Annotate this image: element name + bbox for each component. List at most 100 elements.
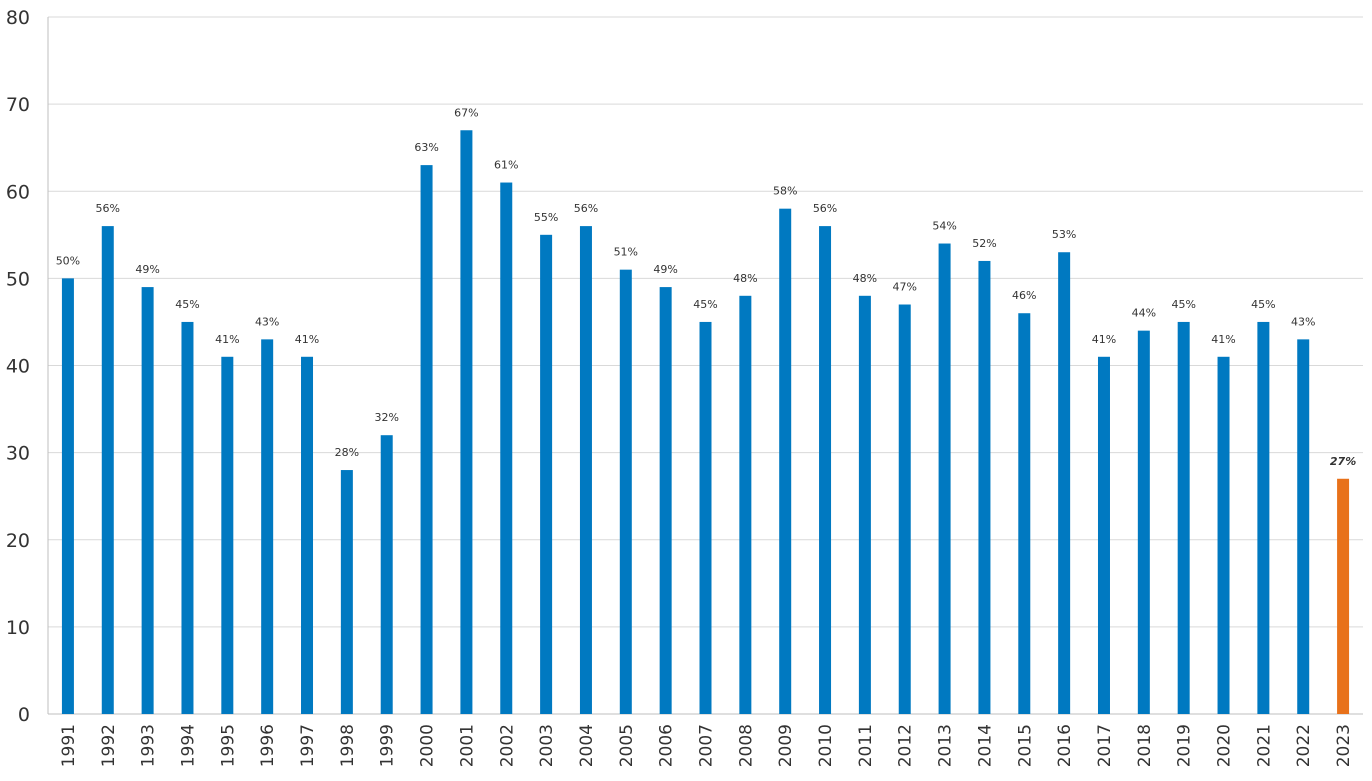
y-tick-label: 50 (6, 268, 30, 290)
x-tick-label-2022: 2022 (1294, 724, 1314, 767)
data-labels: 50% 56% 49% 45% 41% 43% 41% 28% 32% 63% 67% 61% 55% 5… (56, 106, 1357, 468)
x-tick-label-2001: 2001 (457, 724, 477, 767)
data-label-2002: 61% (494, 159, 518, 172)
bar-2012 (898, 304, 911, 714)
x-tick-label-1998: 1998 (338, 724, 358, 767)
data-label-2014: 52% (972, 237, 996, 250)
bar-2010 (819, 226, 832, 714)
data-label-2021: 45% (1251, 298, 1275, 311)
data-label-2005: 51% (614, 246, 638, 259)
y-tick-label: 0 (18, 704, 30, 726)
x-tick-label-1991: 1991 (59, 724, 79, 767)
x-tick-label-2004: 2004 (577, 724, 597, 767)
x-tick-label-1992: 1992 (99, 724, 119, 767)
data-label-2011: 48% (853, 272, 877, 285)
bar-1991 (61, 278, 74, 714)
y-tick-label: 40 (6, 356, 30, 378)
data-label-2018: 44% (1132, 307, 1156, 320)
bar-2001 (460, 130, 473, 714)
bar-2009 (779, 208, 792, 715)
y-tick-label: 70 (6, 94, 30, 116)
data-label-2015: 46% (1012, 289, 1036, 302)
bar-1997 (301, 356, 314, 714)
bar-2013 (938, 243, 951, 714)
x-tick-label-1993: 1993 (139, 724, 159, 767)
bar-2017 (1097, 356, 1110, 714)
bar-2015 (1018, 313, 1031, 714)
bar-2002 (500, 182, 513, 715)
x-tick-label-2014: 2014 (975, 724, 995, 767)
x-tick-label-2003: 2003 (537, 724, 557, 767)
bar-2023 (1337, 478, 1350, 714)
bar-1999 (380, 435, 393, 714)
x-tick-label-2012: 2012 (896, 724, 916, 767)
x-tick-label-2018: 2018 (1135, 724, 1155, 767)
data-label-2010: 56% (813, 202, 837, 215)
y-tick-label: 30 (6, 443, 30, 465)
data-label-1994: 45% (175, 298, 199, 311)
x-axis: 1991 1992 1993 1994 1995 1996 1997 1998 1999 2000… (59, 724, 1354, 767)
bars (61, 130, 1350, 715)
x-tick-label-2011: 2011 (856, 724, 876, 767)
data-label-2000: 63% (414, 141, 438, 154)
y-tick-label: 10 (6, 617, 30, 639)
bar-2005 (619, 269, 632, 714)
data-label-2020: 41% (1211, 333, 1235, 346)
data-label-2009: 58% (773, 185, 797, 198)
bar-2011 (858, 295, 871, 714)
data-label-2003: 55% (534, 211, 558, 224)
x-tick-label-2007: 2007 (697, 724, 717, 767)
bar-2018 (1137, 330, 1150, 714)
x-tick-label-2013: 2013 (936, 724, 956, 767)
bar-1992 (101, 226, 114, 714)
data-label-2019: 45% (1171, 298, 1195, 311)
bar-2007 (699, 321, 712, 714)
bar-2021 (1257, 321, 1270, 714)
bar-2000 (420, 165, 433, 715)
x-tick-label-2006: 2006 (657, 724, 677, 767)
data-label-1992: 56% (96, 202, 120, 215)
y-tick-label: 80 (6, 7, 30, 29)
y-tick-label: 60 (6, 181, 30, 203)
data-label-1995: 41% (215, 333, 239, 346)
data-label-1996: 43% (255, 315, 279, 328)
bar-1994 (181, 321, 194, 714)
x-tick-label-1994: 1994 (178, 724, 198, 767)
x-tick-label-2010: 2010 (816, 724, 836, 767)
y-axis: 0 10 20 30 40 50 60 70 80 (6, 7, 49, 726)
x-tick-label-2019: 2019 (1175, 724, 1195, 767)
bar-2016 (1058, 252, 1071, 715)
data-label-1997: 41% (295, 333, 319, 346)
x-tick-label-2023: 2023 (1334, 724, 1354, 767)
bar-2003 (540, 234, 553, 714)
y-tick-label: 20 (6, 530, 30, 552)
x-tick-label-1996: 1996 (258, 724, 278, 767)
data-label-2001: 67% (454, 106, 478, 119)
x-tick-label-2015: 2015 (1015, 724, 1035, 767)
x-tick-label-1997: 1997 (298, 724, 318, 767)
data-label-2017: 41% (1092, 333, 1116, 346)
x-tick-label-2008: 2008 (736, 724, 756, 767)
data-label-1991: 50% (56, 254, 80, 267)
data-label-2023: 27% (1330, 455, 1356, 468)
x-tick-label-1999: 1999 (378, 724, 398, 767)
bar-2014 (978, 260, 991, 714)
data-label-2007: 45% (693, 298, 717, 311)
bar-2006 (659, 287, 672, 714)
data-label-2004: 56% (574, 202, 598, 215)
bar-1993 (141, 287, 154, 714)
data-label-2012: 47% (893, 281, 917, 294)
bar-1995 (221, 356, 234, 714)
x-tick-label-2016: 2016 (1055, 724, 1075, 767)
data-label-2006: 49% (653, 263, 677, 276)
data-label-2013: 54% (932, 220, 956, 233)
bar-2019 (1177, 321, 1190, 714)
x-tick-label-2005: 2005 (617, 724, 637, 767)
data-label-2022: 43% (1291, 315, 1315, 328)
data-label-1999: 32% (374, 411, 398, 424)
data-label-2008: 48% (733, 272, 757, 285)
data-label-2016: 53% (1052, 228, 1076, 241)
bar-1998 (340, 470, 353, 714)
